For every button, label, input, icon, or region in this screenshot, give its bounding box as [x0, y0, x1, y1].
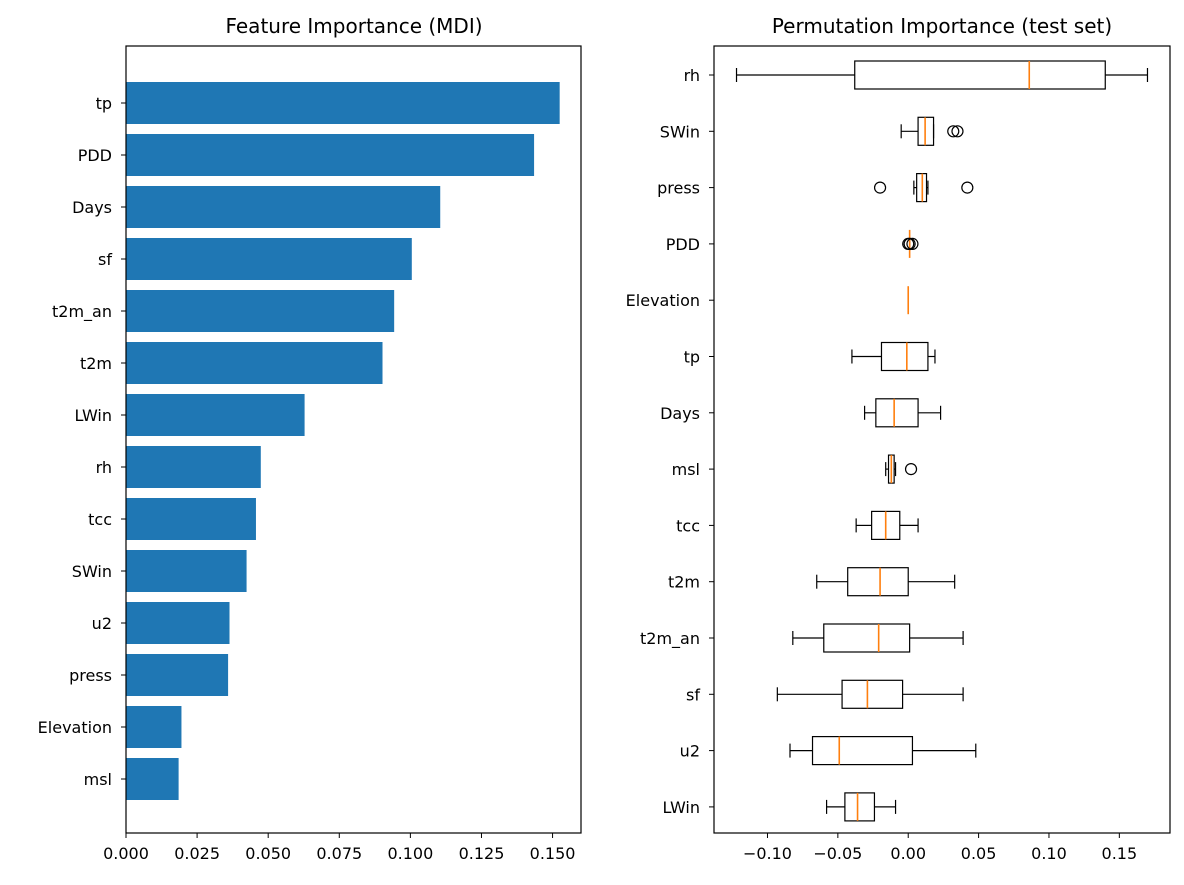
bar-pdd — [126, 134, 535, 176]
x-tick-label: 0.00 — [890, 844, 926, 863]
iqr-box — [847, 567, 909, 597]
outlier-point — [951, 125, 964, 138]
x-tick-label: 0.050 — [245, 844, 291, 863]
y-tick-label: LWin — [75, 406, 113, 425]
y-tick-label: PDD — [78, 146, 112, 165]
bar-press — [126, 654, 229, 696]
iqr-box — [854, 60, 1106, 90]
bar-rh — [126, 446, 261, 488]
outlier-point — [961, 181, 974, 194]
y-tick-label: LWin — [663, 798, 701, 817]
x-tick-label: 0.000 — [103, 844, 149, 863]
x-tick-label: 0.05 — [961, 844, 997, 863]
y-tick-label: PDD — [666, 235, 700, 254]
permutation-x-axis: −0.10 −0.05 0.00 0.05 0.10 0.15 — [743, 833, 1137, 863]
y-tick-label: t2m_an — [52, 302, 112, 322]
mdi-x-axis: 0.000 0.025 0.050 0.075 0.100 0.125 0.150 — [103, 833, 575, 863]
y-tick-label: t2m_an — [640, 629, 700, 649]
y-tick-label: Days — [72, 198, 112, 217]
iqr-box — [875, 398, 919, 428]
mdi-bars — [126, 82, 560, 800]
permutation-chart-title: Permutation Importance (test set) — [772, 14, 1112, 38]
y-tick-label: u2 — [680, 742, 700, 761]
y-tick-label: tcc — [88, 510, 112, 529]
outlier-point — [904, 463, 918, 476]
bar-t2m_an — [126, 290, 395, 332]
permutation-y-axis: rh SWin press PDD Elevation tp Days msl tcc t2m t2… — [626, 66, 714, 817]
y-tick-label: SWin — [660, 122, 700, 141]
mdi-panel: Feature Importance (MDI) tp PDD Days sf t2m_… — [38, 14, 582, 863]
outlier-point — [873, 181, 887, 194]
x-tick-label: −0.10 — [743, 844, 792, 863]
outlier-point — [906, 237, 919, 250]
iqr-box — [880, 341, 929, 372]
y-tick-label: SWin — [72, 562, 112, 581]
y-tick-label: tp — [684, 348, 700, 367]
x-tick-label: 0.075 — [316, 844, 362, 863]
iqr-box — [841, 679, 904, 709]
permutation-boxes — [735, 60, 1149, 822]
outlier-point — [903, 237, 916, 250]
outlier-point — [947, 125, 960, 138]
bar-tp — [126, 82, 560, 124]
x-tick-label: 0.150 — [530, 844, 576, 863]
y-tick-label: Elevation — [626, 291, 700, 310]
y-tick-label: msl — [672, 460, 700, 479]
y-tick-label: press — [657, 179, 700, 198]
iqr-box — [823, 623, 911, 653]
x-tick-label: 0.025 — [174, 844, 220, 863]
bar-sf — [126, 238, 412, 280]
box-t2m_an — [792, 623, 964, 653]
y-tick-label: t2m — [80, 354, 112, 373]
box-t2m — [816, 567, 956, 597]
box-sf — [776, 679, 964, 709]
permutation-panel: Permutation Importance (test set) rh SWin… — [626, 14, 1171, 863]
box-tp — [851, 341, 936, 372]
y-tick-label: rh — [684, 66, 700, 85]
y-tick-label: t2m — [668, 573, 700, 592]
y-tick-label: u2 — [92, 614, 112, 633]
box-pdd — [902, 229, 919, 258]
permutation-axes-frame — [713, 45, 1171, 834]
box-lwin — [825, 792, 897, 822]
bar-t2m — [126, 342, 383, 384]
y-tick-label: msl — [84, 770, 112, 789]
box-rh — [735, 60, 1149, 90]
bar-msl — [126, 758, 179, 800]
y-tick-label: rh — [96, 458, 112, 477]
x-tick-label: 0.100 — [387, 844, 433, 863]
y-tick-label: tp — [96, 94, 112, 113]
bar-lwin — [126, 394, 305, 436]
box-press — [873, 173, 974, 203]
iqr-box — [844, 792, 876, 822]
x-tick-label: 0.15 — [1102, 844, 1138, 863]
y-tick-label: Elevation — [38, 718, 112, 737]
y-tick-label: tcc — [676, 516, 700, 535]
bar-tcc — [126, 498, 256, 540]
mdi-axes-frame — [125, 45, 582, 834]
y-tick-label: Days — [660, 404, 700, 423]
x-tick-label: 0.125 — [459, 844, 505, 863]
mdi-chart-title: Feature Importance (MDI) — [225, 14, 482, 38]
y-tick-label: press — [69, 666, 112, 685]
box-days — [863, 398, 942, 428]
bar-u2 — [126, 602, 230, 644]
x-tick-label: −0.05 — [813, 844, 862, 863]
box-msl — [885, 454, 918, 484]
bar-elevation — [126, 706, 182, 748]
y-tick-label: sf — [686, 685, 700, 704]
y-tick-label: sf — [98, 250, 112, 269]
bar-days — [126, 186, 441, 228]
mdi-y-axis: tp PDD Days sf t2m_an t2m LWin rh tcc SWin u2 press… — [38, 94, 126, 789]
box-u2 — [789, 735, 977, 766]
box-swin — [900, 116, 964, 146]
x-tick-label: 0.10 — [1031, 844, 1067, 863]
bar-swin — [126, 550, 247, 592]
box-tcc — [855, 510, 919, 540]
iqr-box — [811, 735, 914, 766]
